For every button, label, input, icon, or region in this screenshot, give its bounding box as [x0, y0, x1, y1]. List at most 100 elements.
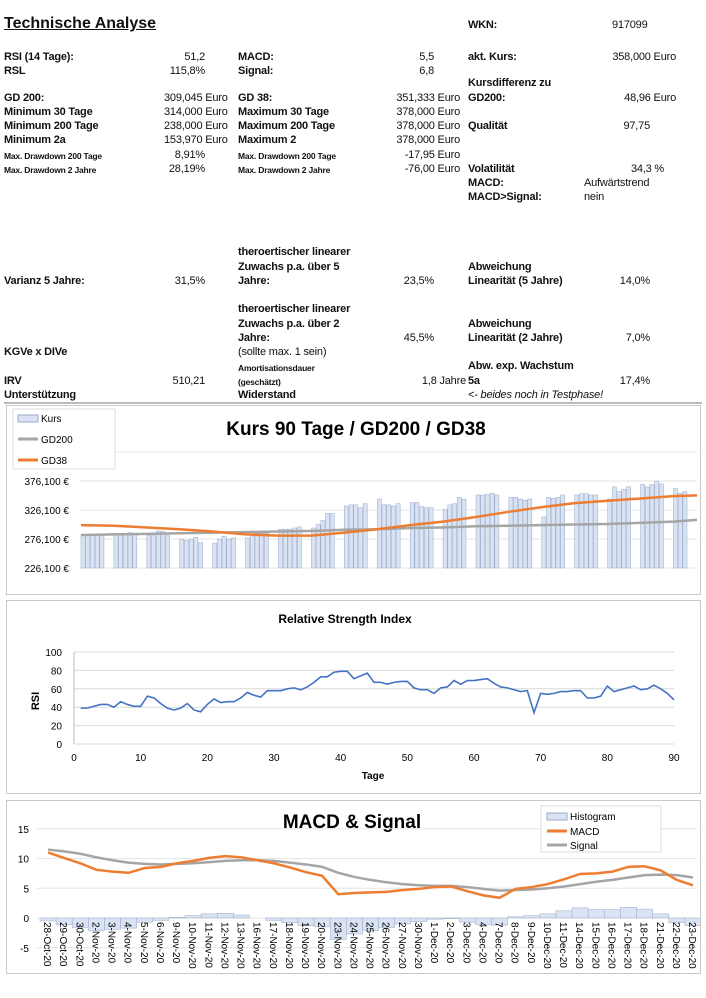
- kurs-bar: [245, 537, 250, 569]
- kurs-value: 358,000 Euro: [612, 51, 676, 63]
- kurs-bar: [329, 513, 335, 569]
- y-tick-label: 0: [56, 740, 62, 751]
- irv-value: 510,21: [172, 375, 206, 387]
- x-tick-label: 14-Dec-20: [573, 922, 584, 969]
- kurs-bar: [184, 539, 189, 569]
- rsi-value: 51,2: [184, 51, 205, 63]
- macd-chart-legend: Histogram MACD Signal: [540, 805, 662, 853]
- gd38-value: 351,333 Euro: [396, 92, 460, 104]
- kurs-bar: [99, 534, 105, 569]
- x-tick-label: 2-Nov-20: [89, 922, 100, 964]
- kurs-bar: [583, 493, 589, 569]
- x-tick-label: 11-Nov-20: [202, 922, 213, 968]
- y-tick-label: 5: [23, 884, 29, 895]
- x-tick-label: 20-Nov-20: [315, 922, 326, 969]
- y-tick-label: 276,100 €: [25, 535, 70, 546]
- y-tick-label: 10: [18, 855, 30, 866]
- rsi-chart-title: Relative Strength Index: [278, 612, 412, 626]
- histogram-bar: [184, 915, 202, 919]
- x-tick-label: 16-Nov-20: [251, 922, 262, 969]
- min200-label: Minimum 200 Tage: [4, 120, 99, 132]
- x-tick-label: 25-Nov-20: [364, 922, 375, 969]
- histogram-bar: [200, 913, 218, 919]
- macd-chart: MACD & Signal -5 0 5 10 15 28-Oct-20 29-Oct-20…: [6, 800, 702, 974]
- legend-kurs: Kurs: [41, 414, 62, 425]
- gd200-line: [80, 518, 698, 537]
- dd2-eur-label: Max. Drawdown 2 Jahre: [238, 165, 331, 175]
- x-tick-label: 9-Dec-20: [525, 922, 536, 964]
- histogram-bar: [539, 913, 557, 919]
- x-tick-label: 3-Dec-20: [460, 922, 471, 964]
- kurs-chart-title: Kurs 90 Tage / GD200 / GD38: [226, 419, 485, 440]
- max200-value: 378,000 Euro: [396, 120, 460, 132]
- wkn-value: 917099: [612, 19, 648, 31]
- legend-histogram-swatch: [546, 812, 568, 821]
- abwexp-line2: 5a: [468, 375, 480, 387]
- rsi-chart-svg: Relative Strength Index RSI Tage 0 20 40 60…: [30, 612, 680, 782]
- kurs-bar: [574, 494, 580, 569]
- kurs-bar: [90, 534, 95, 569]
- histogram-bar: [604, 909, 621, 919]
- dd2-eur-value: -76,00 Euro: [404, 163, 460, 175]
- kurs-bar: [118, 534, 123, 569]
- kgve-label: KGVe x DIVe: [4, 346, 68, 358]
- x-tick-label: 6-Nov-20: [154, 922, 165, 964]
- x-tick-label: 23-Dec-20: [686, 922, 697, 969]
- kurs-bar: [527, 498, 533, 569]
- kurs-bar: [677, 492, 683, 569]
- y-tick-label: 60: [51, 685, 63, 696]
- macd-signal-value: nein: [584, 191, 604, 203]
- x-tick-label: 10-Dec-20: [541, 922, 552, 969]
- kurs-bar: [391, 505, 396, 569]
- kurs-bar: [231, 537, 236, 569]
- kurs-bar: [292, 527, 297, 569]
- histogram-bar: [426, 917, 444, 920]
- gd200-value: 309,045 Euro: [164, 92, 228, 104]
- histogram-bar: [507, 916, 524, 919]
- kurs-bar: [419, 506, 424, 569]
- kurs-bar: [645, 486, 650, 569]
- dd2-label: Max. Drawdown 2 Jahre: [4, 165, 97, 175]
- macd-line: [47, 851, 694, 900]
- gd38-line: [80, 494, 698, 537]
- kurs-bar: [113, 534, 119, 569]
- y-tick-label: 326,100 €: [25, 506, 70, 517]
- abw5-line1: Abweichung: [468, 261, 532, 273]
- dd200-eur-label: Max. Drawdown 200 Tage: [238, 151, 336, 161]
- y-tick-label: 0: [23, 914, 29, 925]
- x-tick-label: 21-Dec-20: [654, 922, 665, 969]
- min200-value: 238,000 Euro: [164, 120, 228, 132]
- histogram-bar: [620, 907, 637, 919]
- kurs-bar: [179, 538, 185, 569]
- page-title: Technische Analyse: [4, 15, 157, 32]
- kurs-bar: [212, 542, 218, 569]
- kurs-bar: [424, 507, 429, 569]
- kurs-bar: [127, 532, 133, 569]
- kurs-chart-legend: Kurs GD200 GD38: [12, 408, 116, 470]
- kurs-bar: [522, 499, 528, 569]
- x-tick-label: 4-Dec-20: [476, 922, 487, 964]
- x-tick-label: 30-Oct-20: [73, 922, 84, 967]
- min2a-label: Minimum 2a: [4, 134, 66, 146]
- x-tick-label: 13-Nov-20: [235, 922, 246, 969]
- kurs-bar: [428, 507, 434, 569]
- x-tick-label: 23-Nov-20: [331, 922, 342, 969]
- kurs-bar: [254, 533, 260, 569]
- kurs-bar: [560, 494, 565, 569]
- volatilitaet-value: 34,3 %: [630, 163, 664, 175]
- kurs-bar: [550, 498, 556, 569]
- kurs-bar: [165, 535, 170, 569]
- kurs-bar: [461, 498, 467, 569]
- histogram-bar: [652, 913, 670, 919]
- zuwachs5-line1: theroertischer linearer: [238, 246, 351, 258]
- kurs-bar: [198, 542, 203, 569]
- x-tick-label: 22-Dec-20: [670, 922, 681, 969]
- histogram-bar: [442, 917, 460, 919]
- kurs-bar: [442, 509, 448, 569]
- kurs-bar: [344, 505, 349, 569]
- kurs-bar: [649, 484, 655, 569]
- kurs-bar: [132, 533, 138, 569]
- histogram-bar: [217, 912, 234, 919]
- dd200-eur-value: -17,95 Euro: [404, 149, 460, 161]
- x-tick-label: 18-Dec-20: [638, 922, 649, 969]
